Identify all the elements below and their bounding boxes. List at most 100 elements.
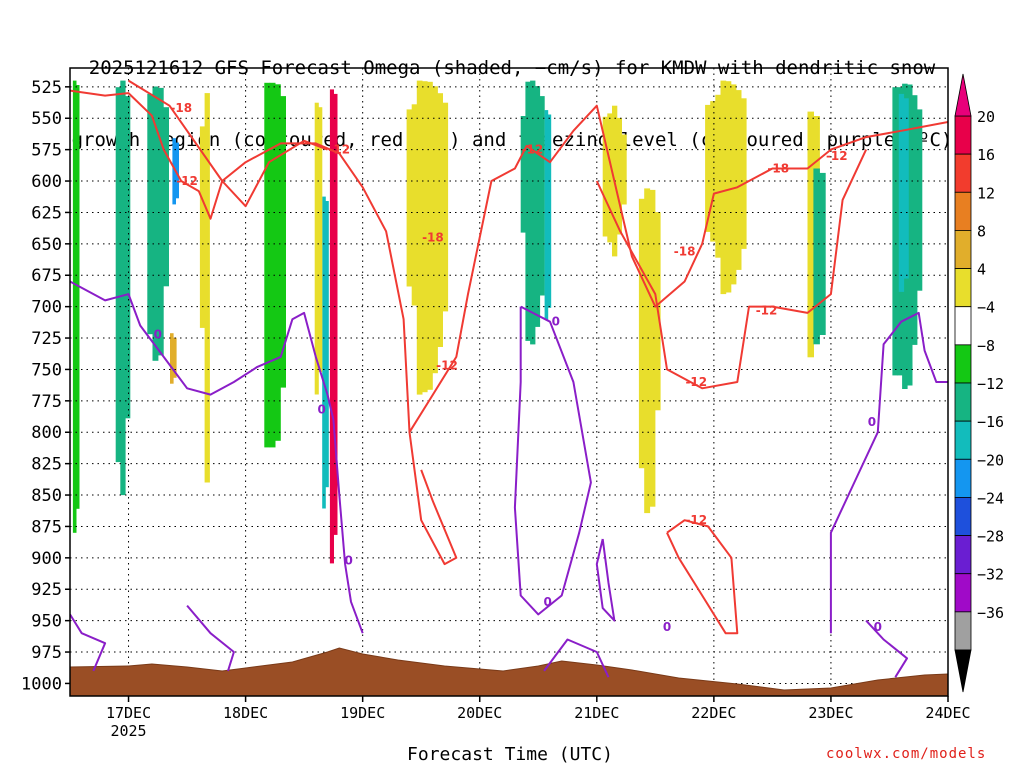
colorbar-label: 16 [977,146,995,164]
x-axis-label: Forecast Time (UTC) [407,744,613,765]
y-tick-label: 725 [31,329,62,349]
x-axis: 17DEC 18DEC 19DEC 20DEC 21DEC 22DEC 23DEC 24DEC… [106,696,971,740]
colorbar-swatch [954,420,972,460]
credit-link[interactable]: coolwx.com/models [826,746,987,762]
freezing-contour-label: 0 [552,315,560,329]
colorbar-label: 8 [977,222,986,240]
freezing-contour-label: 0 [344,553,352,567]
omega-strip [547,114,552,308]
x-tick-label: 21DEC [574,704,619,722]
omega-strip [730,84,737,285]
omega-strip [715,94,721,258]
freezing-contour-label: 0 [154,327,162,341]
x-tick-label: 24DEC [925,704,970,722]
dendritic-contour-label: -12 [826,149,848,163]
y-tick-label: 700 [31,298,62,318]
freezing-contour-label: 0 [874,620,882,634]
dendritic-contour-label: -12 [176,174,198,188]
omega-strip [819,172,826,335]
omega-strip [199,126,206,328]
y-tick-label: 675 [31,266,62,286]
omega-strip [649,189,656,507]
y-tick-label: 600 [31,172,62,192]
colorbar-swatch [954,153,972,193]
x-tick-label: 20DEC [457,704,502,722]
contour-labels: -18 -12 -12 -18 -12 -12 -18 -12 -12 -12 -18 -12 0 0 0 0… [154,101,882,634]
colorbar-label: −20 [977,451,1004,469]
omega-strip [725,81,732,293]
plot-frame [69,67,949,697]
colorbar-bottom-arrow [954,649,972,693]
omega-strip [72,80,77,533]
omega-strip [621,134,627,205]
x-year-label: 2025 [110,722,146,740]
omega-strip [898,93,905,292]
colorbar-swatch [954,573,972,613]
omega-strip [157,87,164,356]
colorbar-swatch [954,191,972,231]
omega-strip [644,188,651,514]
omega-strip [204,93,210,483]
x-tick-label: 22DEC [691,704,736,722]
colorbar-top-arrow [954,73,972,117]
dendritic-contour-label: -18 [422,231,444,245]
colorbar-swatch [954,230,972,269]
omega-strip [907,84,913,386]
freezing-contour [513,305,592,616]
dendritic-contour [70,89,948,434]
omega-strip [432,86,438,374]
y-tick-label: 750 [31,360,62,380]
dendritic-contour [127,79,328,208]
omega-strip [892,87,898,376]
omega-strip [442,102,449,312]
colorbar-label: −32 [977,566,1004,584]
omega-strip [544,110,549,320]
x-tick-label: 18DEC [223,704,268,722]
colorbar-label: 4 [977,261,986,279]
omega-strip [173,337,177,378]
terrain-layer [70,647,948,696]
omega-shading-layer [72,80,923,564]
freezing-contour [829,311,948,634]
x-tick-label: 17DEC [106,704,151,722]
omega-strip [411,104,418,306]
colorbar-swatch [954,535,972,575]
freezing-contours [70,280,948,678]
omega-strip [269,82,276,448]
y-tick-label: 525 [31,78,62,98]
omega-strip [903,98,909,279]
freezing-contour [865,619,908,678]
dendritic-contours [70,79,948,635]
omega-strip [125,96,131,419]
omega-strip [911,95,918,345]
colorbar-swatch [954,382,972,422]
y-tick-label: 900 [31,549,62,569]
y-tick-label: 950 [31,612,62,632]
y-tick-label: 550 [31,109,62,129]
freezing-contour [595,538,616,622]
omega-strip [329,89,334,564]
omega-strip [607,113,613,243]
y-tick-label: 775 [31,392,62,412]
omega-strip [314,102,319,395]
omega-strip [807,111,814,358]
dendritic-contour-label: -12 [436,359,458,373]
omega-strip [322,196,326,509]
freezing-contour [70,280,364,634]
colorbar-swatch [954,344,972,384]
terrain-surface [70,647,948,696]
colorbar-label: −24 [977,489,1004,507]
omega-strip [147,93,154,335]
y-tick-label: 625 [31,203,62,223]
omega-strip [115,87,121,463]
omega-strip [163,107,169,287]
omega-strip [333,93,338,535]
freezing-contour-label: 0 [868,415,876,429]
omega-strip [175,142,179,199]
dendritic-contour-label: -12 [756,303,778,317]
colorbar-label: 20 [977,108,995,126]
omega-strip [720,80,727,295]
freezing-contour-label: 0 [543,595,551,609]
colorbar-swatch [954,306,972,346]
